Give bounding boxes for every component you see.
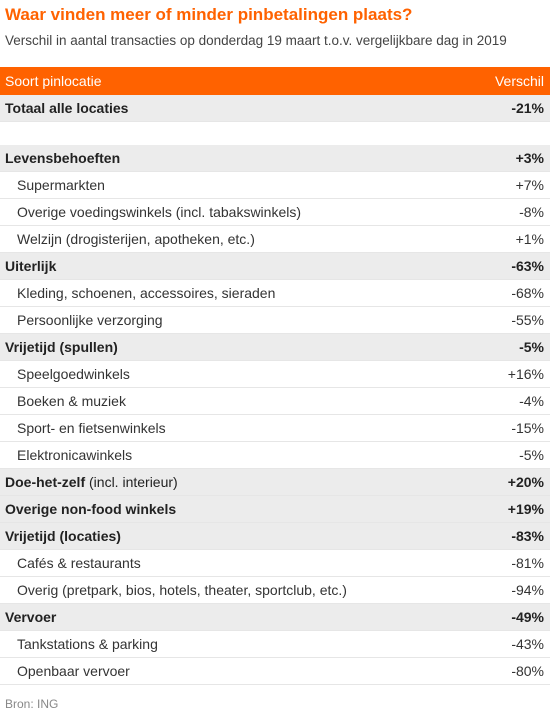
- row-value: +1%: [515, 231, 544, 247]
- row-label: Supermarkten: [17, 177, 105, 193]
- item-row: Supermarkten +7%: [0, 172, 550, 199]
- row-label: Vrijetijd (locaties): [5, 528, 121, 544]
- source: Bron: ING: [5, 697, 59, 711]
- header-row: Soort pinlocatie Verschil: [0, 67, 550, 95]
- row-value: -5%: [519, 339, 544, 355]
- row-label: Cafés & restaurants: [17, 555, 141, 571]
- row-label: Kleding, schoenen, accessoires, sieraden: [17, 285, 276, 301]
- row-value: +3%: [515, 150, 544, 166]
- row-label: Overige voedingswinkels (incl. tabakswin…: [17, 204, 302, 220]
- row-label: Tankstations & parking: [17, 636, 158, 652]
- group-row: Doe-het-zelf (incl. interieur) +20%: [0, 469, 550, 496]
- item-row: Tankstations & parking -43%: [0, 631, 550, 658]
- row-label: Persoonlijke verzorging: [17, 312, 163, 328]
- row-value: -43%: [511, 636, 544, 652]
- row-label: Openbaar vervoer: [17, 663, 130, 679]
- row-value: -55%: [511, 312, 544, 328]
- row-value: -68%: [511, 285, 544, 301]
- subtitle: Verschil in aantal transacties op donder…: [5, 33, 507, 48]
- row-value: +7%: [515, 177, 544, 193]
- row-label: Welzijn (drogisterijen, apotheken, etc.): [17, 231, 255, 247]
- item-row: Openbaar vervoer -80%: [0, 658, 550, 685]
- item-row: Kleding, schoenen, accessoires, sieraden…: [0, 280, 550, 307]
- item-row: Overig (pretpark, bios, hotels, theater,…: [0, 577, 550, 604]
- row-value: +20%: [507, 474, 544, 490]
- row-value: -49%: [511, 609, 544, 625]
- table: Soort pinlocatie Verschil Totaal alle loca…: [0, 67, 550, 685]
- item-row: Cafés & restaurants -81%: [0, 550, 550, 577]
- item-row: Speelgoedwinkels +16%: [0, 361, 550, 388]
- group-row: Vervoer -49%: [0, 604, 550, 631]
- row-label: Sport- en fietsenwinkels: [17, 420, 166, 436]
- row-value: -81%: [511, 555, 544, 571]
- row-label: Levensbehoeften: [5, 150, 121, 166]
- group-row: Vrijetijd (locaties) -83%: [0, 523, 550, 550]
- row-value: -15%: [511, 420, 544, 436]
- item-row: Persoonlijke verzorging -55%: [0, 307, 550, 334]
- row-label: Speelgoedwinkels: [17, 366, 130, 382]
- item-row: Sport- en fietsenwinkels -15%: [0, 415, 550, 442]
- group-row: Levensbehoeften +3%: [0, 145, 550, 172]
- item-row: Elektronicawinkels -5%: [0, 442, 550, 469]
- row-label: Overig (pretpark, bios, hotels, theater,…: [17, 582, 347, 598]
- item-row: Welzijn (drogisterijen, apotheken, etc.)…: [0, 226, 550, 253]
- row-value: -21%: [511, 100, 544, 116]
- row-label: Overige non-food winkels: [5, 501, 177, 517]
- spacer: [0, 122, 550, 145]
- row-value: Verschil: [494, 73, 544, 89]
- row-value: -83%: [511, 528, 544, 544]
- total-row: Totaal alle locaties -21%: [0, 95, 550, 122]
- row-label: Uiterlijk: [5, 258, 57, 274]
- group-row: Uiterlijk -63%: [0, 253, 550, 280]
- row-label: Totaal alle locaties: [5, 100, 129, 116]
- row-value: -5%: [519, 447, 544, 463]
- row-value: -8%: [519, 204, 544, 220]
- group-row: Vrijetijd (spullen) -5%: [0, 334, 550, 361]
- row-note: (incl. interieur): [85, 474, 178, 490]
- row-label: Vrijetijd (spullen): [5, 339, 118, 355]
- row-value: +19%: [507, 501, 544, 517]
- row-value: -4%: [519, 393, 544, 409]
- group-row: Overige non-food winkels +19%: [0, 496, 550, 523]
- row-value: -80%: [511, 663, 544, 679]
- title: Waar vinden meer of minder pinbetalingen…: [5, 5, 413, 24]
- row-value: -63%: [511, 258, 544, 274]
- row-label: Boeken & muziek: [17, 393, 126, 409]
- item-row: Overige voedingswinkels (incl. tabakswin…: [0, 199, 550, 226]
- row-label: Soort pinlocatie: [5, 73, 102, 89]
- row-value: +16%: [507, 366, 544, 382]
- row-label: Elektronicawinkels: [17, 447, 133, 463]
- row-label: Doe-het-zelf (incl. interieur): [5, 474, 178, 490]
- row-label: Vervoer: [5, 609, 57, 625]
- row-value: -94%: [511, 582, 544, 598]
- item-row: Boeken & muziek -4%: [0, 388, 550, 415]
